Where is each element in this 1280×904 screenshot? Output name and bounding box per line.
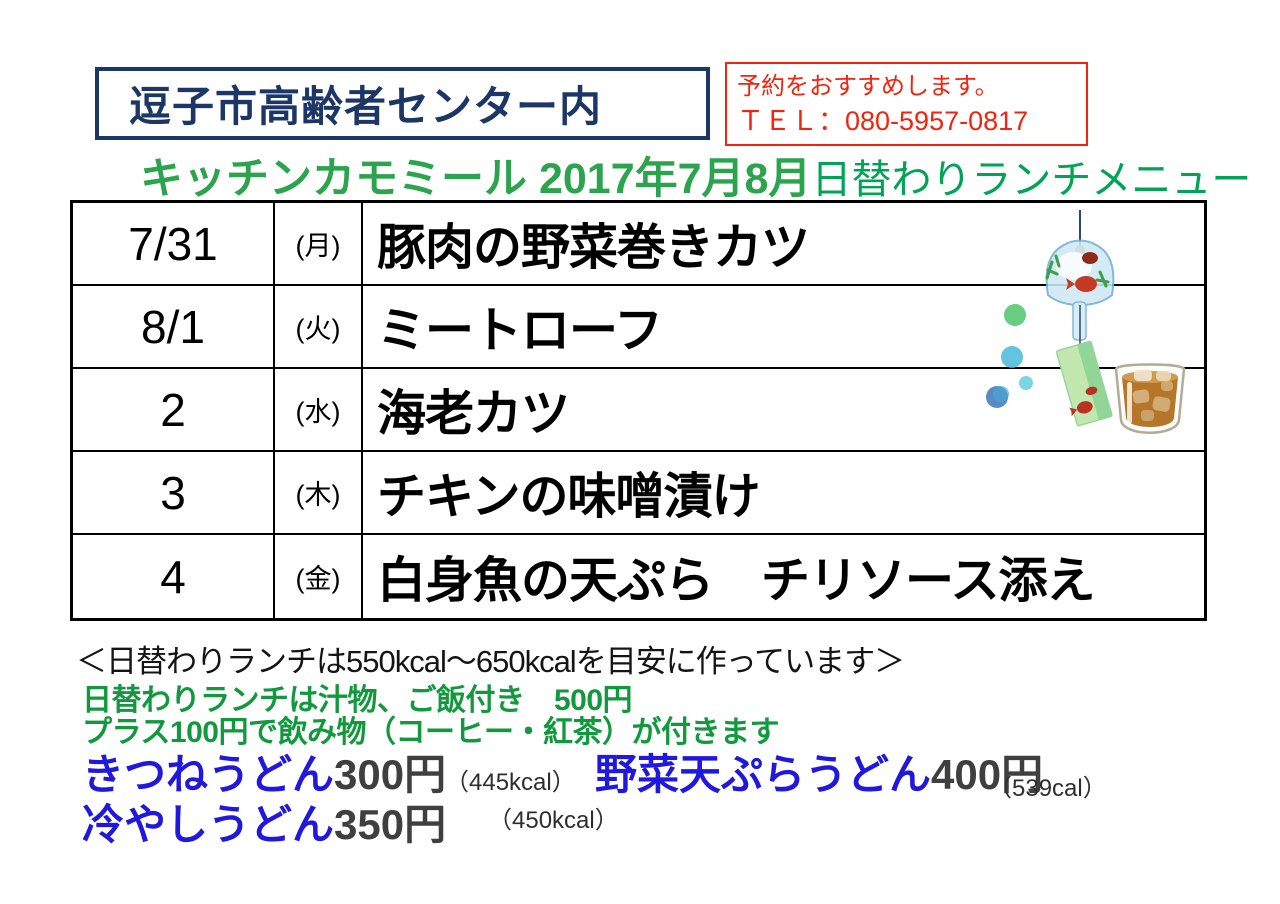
dish-cell: 海老カツ: [363, 369, 1204, 452]
udon-item-kitsune: きつねうどん300円: [82, 741, 446, 802]
reservation-note: 予約をおすすめします。: [737, 73, 999, 100]
udon-kcal: （450kcal）: [488, 807, 619, 834]
dish-cell: 豚肉の野菜巻きカツ: [363, 203, 1204, 286]
menu-table: 7/31 (月) 豚肉の野菜巻きカツ 8/1 (火) ミートローフ 2 (水) …: [70, 200, 1207, 621]
udon-price: 350円: [334, 801, 447, 848]
udon-name: きつねうどん: [82, 751, 335, 798]
udon-kcal: （539cal）: [988, 775, 1107, 802]
date-cell: 3: [73, 452, 275, 535]
dish-cell: 白身魚の天ぷら チリソース添え: [377, 554, 1096, 608]
udon-item-yasai-tempura: 野菜天ぷらうどん400円: [595, 741, 1043, 802]
day-cell: (木): [275, 452, 363, 535]
date-cell: 2: [73, 369, 275, 452]
udon-kcal: （445kcal）: [445, 769, 576, 796]
udon-price: 300円: [334, 751, 447, 798]
dish-cell: ミートローフ: [363, 286, 1204, 369]
reservation-box: 予約をおすすめします。 ＴＥＬ：080-5957-0817: [725, 62, 1088, 146]
location-label: 逗子市高齢者センター内: [129, 83, 603, 130]
dish-cell: チキンの味噌漬け: [363, 452, 1204, 535]
udon-item-hiyashi: 冷やしうどん350円: [82, 791, 446, 852]
title-shop-and-dates: キッチンカモミール 2017年7月8月: [140, 155, 812, 203]
reservation-phone: ＴＥＬ：080-5957-0817: [737, 106, 1029, 137]
drink-offer-note: プラス100円で飲み物（コーヒー・紅茶）が付きます: [82, 716, 779, 749]
udon-name: 冷やしうどん: [82, 801, 335, 848]
udon-name: 野菜天ぷらうどん: [595, 751, 932, 798]
day-cell: (水): [275, 369, 363, 452]
day-cell: (火): [275, 286, 363, 369]
date-cell: 8/1: [73, 286, 275, 369]
date-cell: 7/31: [73, 203, 275, 286]
kcal-range-note: ＜日替わりランチは550kcal～650kcalを目安に作っています＞: [76, 644, 905, 679]
day-cell: (金): [275, 535, 363, 618]
title-menu-label: 日替わりランチメニュー: [811, 158, 1252, 202]
day-cell: (月): [275, 203, 363, 286]
page-title: キッチンカモミール 2017年7月8月日替わりランチメニュー: [140, 144, 1251, 206]
location-box: 逗子市高齢者センター内: [95, 67, 710, 140]
udon-price: 400円: [931, 751, 1044, 798]
date-cell: 4: [73, 535, 275, 618]
lunch-included-note: 日替わりランチは汁物、ご飯付き 500円: [82, 684, 633, 717]
